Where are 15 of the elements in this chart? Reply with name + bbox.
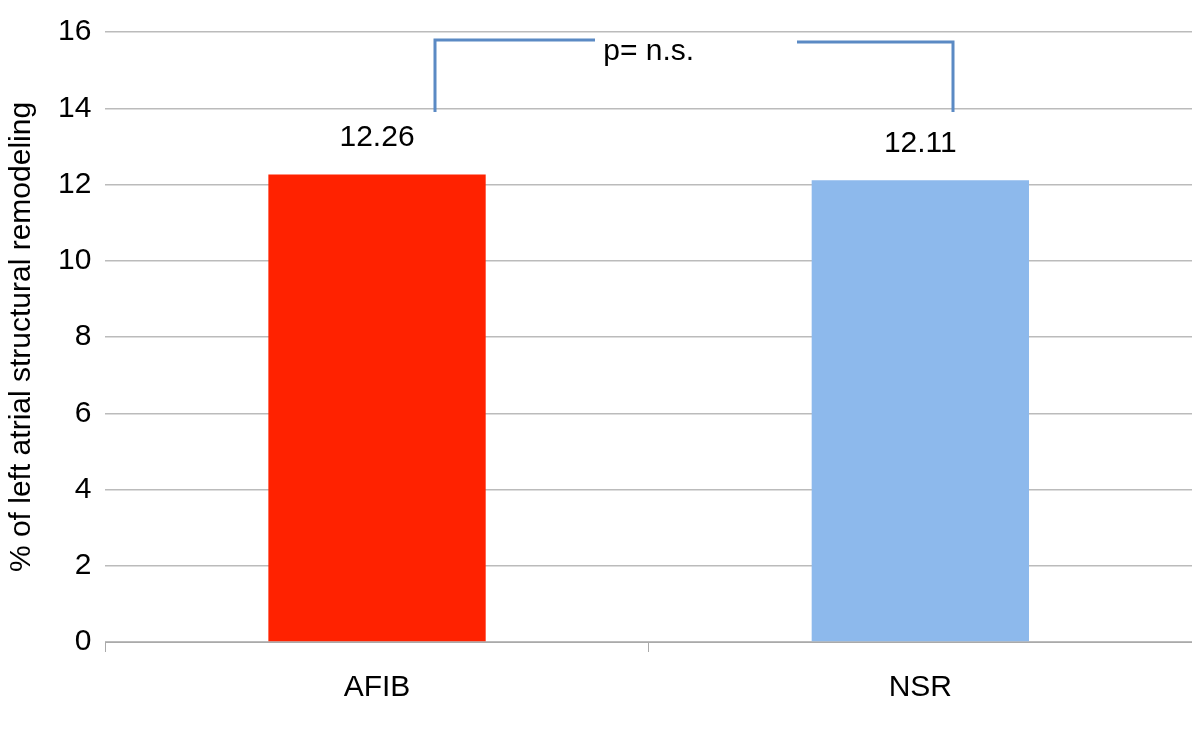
x-tick-label: AFIB: [343, 669, 411, 703]
y-tick-label: 16: [57, 13, 92, 47]
data-label: 12.11: [883, 124, 957, 158]
y-tick-label: 12: [57, 165, 92, 199]
y-tick-label: 4: [74, 470, 92, 504]
x-tick-label: NSR: [888, 669, 953, 703]
annotation: p= n.s.: [603, 33, 695, 67]
y-tick-label: 8: [74, 318, 92, 352]
y-tick-label: 2: [74, 547, 92, 581]
data-label: 12.26: [339, 118, 415, 152]
y-tick-label: 10: [57, 242, 92, 276]
y-tick-label: 14: [57, 89, 92, 123]
y-axis-title: % of left atrial structural remodeling: [3, 101, 37, 573]
y-tick-label: 0: [74, 623, 92, 657]
y-tick-label: 6: [74, 394, 92, 428]
